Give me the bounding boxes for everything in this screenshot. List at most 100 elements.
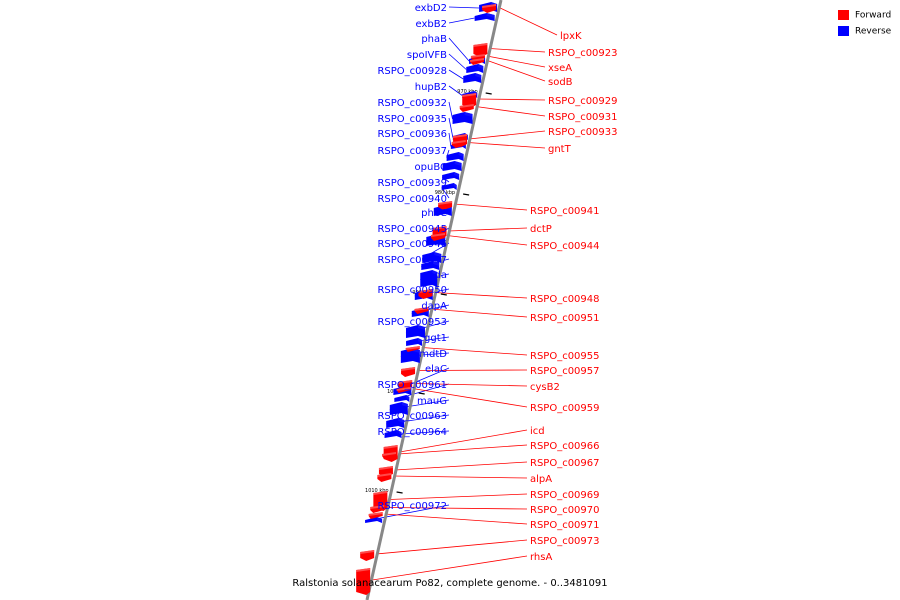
forward-gene-label-18: RSPO_c00966 xyxy=(530,441,600,452)
reverse-gene-arrow-bevel-10 xyxy=(454,161,462,166)
reverse-gene-leader-7 xyxy=(448,117,454,138)
forward-gene-leader-13 xyxy=(421,347,528,356)
reverse-gene-arrow-bevel-6 xyxy=(464,112,473,117)
reverse-gene-label-15: RSPO_c00946 xyxy=(377,239,447,250)
scale-tick-mark-2 xyxy=(440,293,447,296)
forward-gene-arrow-bevel-22 xyxy=(370,505,385,509)
forward-gene-arrow-bevel-24 xyxy=(360,550,375,554)
reverse-gene-arrow-bevel-1 xyxy=(486,13,495,18)
forward-gene-arrow-bevel-14 xyxy=(401,367,416,371)
legend-forward-swatch xyxy=(838,10,849,20)
reverse-gene-label-18: RSPO_c00950 xyxy=(377,285,447,296)
forward-gene-label-24: RSPO_c00973 xyxy=(530,536,600,547)
forward-gene-leader-14 xyxy=(417,369,528,371)
scale-tick-label-0: 970 kbp xyxy=(457,89,477,95)
scale-tick-mark-0 xyxy=(485,92,492,95)
reverse-gene-arrow-bevel-15 xyxy=(434,252,442,257)
reverse-gene-leader-3 xyxy=(448,53,467,70)
forward-gene-arrow-bevel-2 xyxy=(470,54,485,58)
forward-gene-label-1: RSPO_c00923 xyxy=(548,48,618,59)
forward-gene-leader-19 xyxy=(394,461,528,471)
forward-gene-leader-0 xyxy=(497,6,558,36)
reverse-gene-label-21: ggt1 xyxy=(424,333,447,344)
reverse-gene-leader-1 xyxy=(448,17,475,24)
reverse-gene-label-20: RSPO_c00953 xyxy=(377,317,447,328)
forward-gene-arrow-bevel-4 xyxy=(462,93,477,97)
reverse-gene-arrow-bevel-27 xyxy=(396,430,402,435)
forward-gene-leader-11 xyxy=(434,292,528,299)
reverse-gene-label-9: RSPO_c00937 xyxy=(377,146,447,157)
forward-gene-leader-1 xyxy=(489,48,546,53)
forward-gene-leader-21 xyxy=(389,493,528,500)
reverse-gene-arrow-bevel-11 xyxy=(454,172,460,177)
forward-gene-leader-18 xyxy=(398,444,528,455)
reverse-gene-label-3: spoIVFB xyxy=(407,50,447,61)
forward-gene-leader-15 xyxy=(414,383,528,387)
forward-gene-label-0: lpxK xyxy=(560,31,582,42)
reverse-gene-label-28: RSPO_c00972 xyxy=(377,501,447,512)
reverse-gene-arrow-bevel-12 xyxy=(453,183,457,188)
forward-gene-label-9: dctP xyxy=(530,224,552,235)
reverse-gene-label-19: dapA xyxy=(421,301,447,312)
reverse-gene-leader-5 xyxy=(448,85,463,96)
reverse-gene-arrow-17 xyxy=(420,270,438,287)
reverse-gene-label-11: RSPO_c00939 xyxy=(377,178,447,189)
reverse-gene-arrow-bevel-25 xyxy=(401,402,408,407)
forward-gene-arrow-bevel-13 xyxy=(405,346,420,350)
forward-gene-label-15: cysB2 xyxy=(530,382,560,393)
reverse-gene-label-17: ada xyxy=(428,270,447,281)
forward-gene-arrow-bevel-20 xyxy=(377,473,392,477)
forward-gene-arrow-bevel-23 xyxy=(368,512,383,516)
reverse-gene-arrow-bevel-24 xyxy=(406,395,410,400)
forward-gene-arrow-bevel-17 xyxy=(383,445,398,449)
forward-gene-arrow-bevel-11 xyxy=(418,289,433,293)
reverse-gene-arrow-bevel-4 xyxy=(475,73,482,78)
forward-gene-label-19: RSPO_c00967 xyxy=(530,458,600,469)
reverse-gene-label-7: RSPO_c00935 xyxy=(377,114,447,125)
reverse-gene-arrow-bevel-17 xyxy=(432,270,438,275)
forward-gene-leader-24 xyxy=(376,539,528,555)
forward-gene-leader-2 xyxy=(486,55,546,68)
forward-gene-leader-9 xyxy=(448,227,528,232)
reverse-gene-arrow-22 xyxy=(400,348,420,363)
forward-gene-leader-16 xyxy=(412,388,528,408)
forward-gene-label-4: RSPO_c00929 xyxy=(548,96,618,107)
reverse-gene-arrow-bevel-28 xyxy=(377,517,383,522)
forward-gene-arrow-bevel-0 xyxy=(482,4,497,8)
scale-tick-mark-4 xyxy=(396,491,403,494)
scale-tick-mark-3 xyxy=(418,392,425,395)
forward-gene-leader-7 xyxy=(467,142,546,149)
forward-gene-label-12: RSPO_c00951 xyxy=(530,313,600,324)
map-title: Ralstonia solanacearum Po82, complete ge… xyxy=(292,578,608,589)
legend-forward-label: Forward xyxy=(855,10,892,21)
forward-gene-label-2: xseA xyxy=(548,63,572,74)
forward-gene-leader-3 xyxy=(485,59,546,82)
reverse-gene-label-23: elaC xyxy=(425,364,447,375)
forward-gene-arrow-bevel-10 xyxy=(430,233,445,237)
forward-gene-label-21: RSPO_c00969 xyxy=(530,490,600,501)
reverse-gene-leader-4 xyxy=(448,69,464,80)
forward-gene-arrow-bevel-19 xyxy=(378,466,393,470)
genome-backbone xyxy=(365,0,503,600)
forward-gene-leader-20 xyxy=(393,475,528,479)
forward-gene-leader-12 xyxy=(430,308,528,318)
reverse-gene-label-22: mdtD xyxy=(419,349,447,360)
reverse-gene-label-12: RSPO_c00940 xyxy=(377,194,447,205)
forward-gene-leader-6 xyxy=(469,130,546,140)
reverse-gene-label-27: RSPO_c00964 xyxy=(377,427,447,438)
forward-gene-leader-22 xyxy=(386,507,528,510)
forward-gene-arrow-bevel-12 xyxy=(414,307,429,311)
reverse-gene-label-25: mauG xyxy=(417,396,447,407)
forward-gene-leader-4 xyxy=(478,98,546,101)
gene-labels: exbD2 exbB2 phaB spoIVFB RSPO_c00928 hupB2 RSP… xyxy=(377,3,617,563)
forward-gene-arrow-bevel-16 xyxy=(396,387,411,391)
reverse-gene-arrow-bevel-3 xyxy=(478,64,484,69)
reverse-gene-arrow-bevel-20 xyxy=(417,325,425,330)
reverse-gene-label-2: phaB xyxy=(421,34,447,45)
reverse-gene-leader-6 xyxy=(448,101,453,120)
forward-gene-arrow-bevel-3 xyxy=(470,58,485,62)
forward-gene-label-20: alpA xyxy=(530,474,552,485)
forward-gene-label-3: sodB xyxy=(548,77,573,88)
scale-tick-label-4: 1010 kbp xyxy=(365,488,389,494)
